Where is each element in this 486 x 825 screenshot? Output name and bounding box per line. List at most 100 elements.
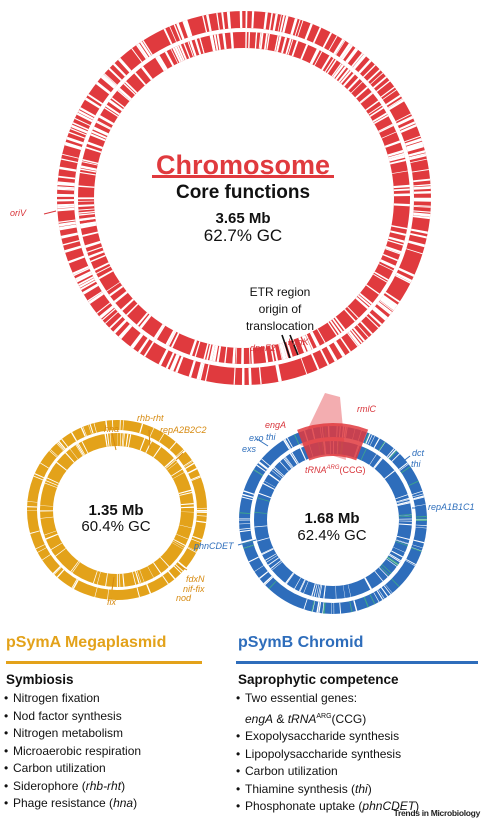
psymb-ring-accent — [415, 516, 427, 518]
psa-ring-gap — [57, 569, 65, 578]
chr-ring-gap — [84, 97, 101, 109]
chr-ring-gap — [377, 301, 393, 314]
chr-ring-gap — [413, 215, 431, 219]
chr-ring-gap — [274, 35, 279, 52]
chr-ring-gap — [359, 292, 373, 305]
psymb-item-ital: engA — [245, 711, 274, 726]
chr-ring-gap — [90, 254, 106, 263]
psa-ring-gap — [56, 569, 64, 578]
chr-ring-gap — [134, 72, 147, 86]
credit-text: Trends in Microbiology — [393, 808, 481, 818]
psymb-ring-accent — [378, 441, 386, 451]
psa-ring-gap — [145, 440, 153, 454]
chr-ring-gap — [413, 190, 431, 194]
chr-ring-gap — [310, 331, 320, 347]
psa-ring-gap — [180, 502, 194, 506]
chr-ring-gap — [123, 83, 136, 96]
psa-ring-gap — [61, 438, 69, 448]
psymb-ring-accent — [398, 515, 412, 518]
psymb-ring-accent — [408, 480, 419, 487]
psb-ring-gap — [373, 457, 382, 469]
chr-ring-gap — [379, 300, 394, 312]
chr-ring-gap — [335, 40, 346, 56]
psyma-item-text: Nitrogen metabolism — [13, 726, 124, 740]
chr-ring-gap — [341, 44, 353, 60]
psymb-item-text: Carbon utilization — [245, 764, 338, 778]
chr-ring-gap — [367, 69, 381, 83]
psa-ring-gap — [65, 452, 75, 463]
psa-ring-gap — [27, 501, 38, 503]
chr-ring-gap — [294, 19, 301, 36]
chr-ring-gap — [304, 23, 313, 40]
chr-ring-gap — [77, 109, 95, 120]
chr-ring-gap — [75, 271, 92, 281]
chr-ring-gap — [280, 343, 287, 359]
psa-ring-gap — [196, 520, 207, 524]
psb-ring-gap — [303, 581, 309, 594]
chr-ring-gap — [248, 347, 251, 364]
psa-ring-gap — [40, 516, 54, 519]
psa-ring-gap — [164, 458, 175, 468]
chr-ring-gap — [404, 135, 421, 143]
psa-ring-gap — [162, 575, 169, 585]
psa-ring-gap — [40, 462, 49, 469]
psa-ring-gap — [173, 539, 186, 546]
chr-ring-gap — [352, 327, 366, 342]
chr-ring-gap — [368, 312, 383, 326]
psa-ring-gap — [40, 505, 54, 507]
chr-ring-gap — [206, 344, 212, 361]
chr-ring-gap — [79, 171, 96, 176]
psyma-item: Nitrogen metabolism — [4, 725, 141, 743]
psb-ring-gap — [270, 560, 282, 569]
chr-ring-gap — [400, 124, 417, 133]
chr-ring-gap — [393, 193, 410, 197]
chr-ring-gap — [239, 11, 243, 29]
chr-ring-gap — [99, 306, 115, 319]
chr-ring-gap — [348, 330, 361, 346]
chr-ring-gap — [82, 158, 99, 165]
psb-ring-gap — [391, 453, 400, 462]
chr-ring-gap — [353, 55, 367, 70]
chr-ring-gap — [72, 122, 89, 131]
chr-ring-gap — [369, 106, 384, 118]
chr-ring-gap — [254, 32, 257, 49]
psa-ring-gap — [179, 491, 193, 496]
chr-ring-gap — [95, 265, 111, 275]
psyma-item-text: Nod factor synthesis — [13, 708, 122, 723]
gene-fdxn: fdxN — [186, 574, 205, 584]
psyma-item: Nitrogen fixation — [4, 690, 141, 708]
chr-ring-gap — [272, 13, 278, 31]
chr-ring-gap — [388, 153, 405, 159]
chr-ring-gap — [103, 74, 117, 86]
psb-ring-gap — [283, 458, 293, 469]
chr-ring-gap — [109, 315, 123, 329]
chr-ring-gap — [397, 116, 414, 126]
chr-ring-gap — [373, 306, 389, 320]
fdxn-pointer — [177, 564, 188, 571]
chr-ring-gap — [412, 215, 430, 220]
psymb-ring-accent — [387, 556, 399, 565]
chr-ring-gap — [312, 27, 322, 44]
psyma-item: Nod factor synthesis — [4, 708, 141, 726]
psb-ring-gap — [395, 494, 408, 500]
psb-ring-gap — [239, 529, 251, 533]
psb-ring-gap — [285, 456, 294, 468]
chr-ring-gap — [118, 89, 131, 101]
chr-ring-gap — [57, 195, 75, 197]
psa-ring-gap — [187, 547, 197, 553]
chr-ring-gap — [297, 20, 304, 37]
chr-ring-gap — [282, 342, 289, 359]
chr-ring-gap — [273, 344, 279, 361]
psa-ring-gap — [93, 422, 97, 433]
psb-ring-gap — [264, 553, 277, 561]
psb-ring-gap — [386, 558, 398, 567]
chr-ring-gap — [263, 12, 268, 30]
chr-ring-gap — [292, 339, 300, 355]
psymb-ring-accent — [239, 512, 251, 515]
psa-ring-gap — [106, 433, 110, 447]
chr-ring-gap — [347, 306, 359, 319]
chr-ring-gap — [413, 212, 431, 217]
chr-ring-gap — [72, 265, 89, 275]
chr-ring-gap — [60, 158, 78, 164]
psb-ring-gap — [286, 437, 293, 448]
